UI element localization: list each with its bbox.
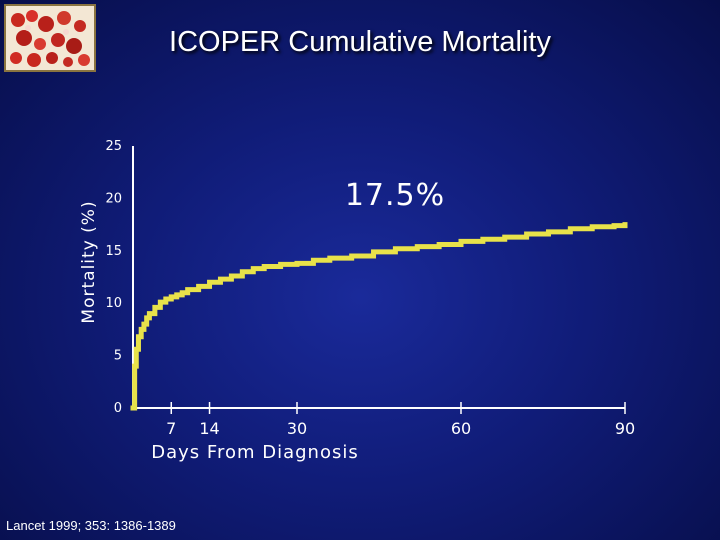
x-tick-label: 30	[287, 419, 307, 438]
y-tick-label: 0	[114, 401, 122, 416]
slide-title: ICOPER Cumulative Mortality	[169, 26, 551, 58]
x-tick-label: 60	[451, 419, 471, 438]
blood-cells-logo-icon	[4, 4, 96, 72]
y-tick-label: 10	[105, 296, 122, 311]
y-axis-label: Mortality (%)	[79, 200, 99, 323]
y-tick-label: 15	[105, 244, 122, 259]
x-tick-label: 90	[615, 419, 635, 438]
y-tick-label: 25	[105, 139, 122, 154]
y-tick-label: 5	[114, 349, 122, 364]
x-tick-label: 7	[166, 419, 176, 438]
x-tick-label: 14	[199, 419, 219, 438]
final-mortality-annotation: 17.5%	[345, 178, 445, 213]
x-axis-label: Days From Diagnosis	[151, 442, 358, 463]
mortality-step-line	[130, 222, 628, 411]
source-citation: Lancet 1999; 353: 1386-1389	[6, 518, 176, 533]
y-tick-label: 20	[105, 191, 122, 206]
